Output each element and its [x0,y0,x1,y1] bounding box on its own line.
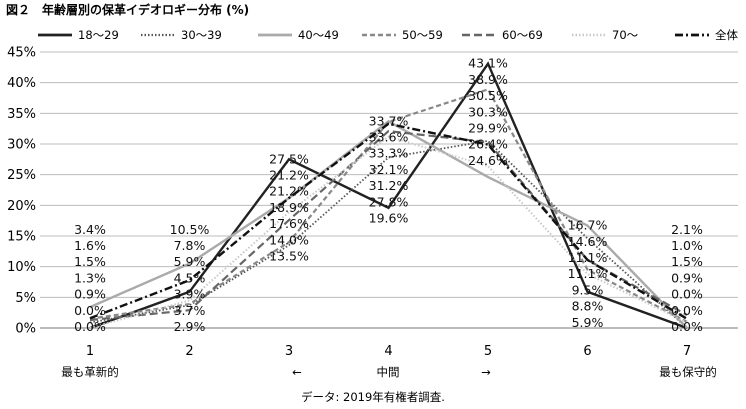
data-label: 0.0% [671,303,703,318]
label-most-conservative: 最も保守的 [659,365,717,379]
series-line [89,61,688,330]
data-label: 3.4% [74,222,106,237]
data-label: 0.0% [74,319,106,334]
x-tick-label: 2 [185,344,193,359]
y-tick-label: 30% [7,138,36,153]
left-arrow-label: ← [292,365,302,379]
legend-entry: 50〜59 [402,28,443,42]
data-labels: 3.4%1.6%1.5%1.3%0.9%0.0%0.0%10.5%7.8%5.9… [74,56,703,334]
data-label: 9.5% [572,282,604,297]
data-label: 29.9% [468,120,508,135]
data-label: 0.0% [74,303,106,318]
data-label: 33.3% [369,146,409,161]
y-tick-label: 35% [7,107,36,122]
data-label: 7.8% [174,238,206,253]
data-label: 3.7% [174,303,206,318]
data-label: 0.9% [671,270,703,285]
legend-entry: 30〜39 [181,28,222,42]
data-label: 11.1% [568,266,608,281]
y-tick-label: 25% [7,168,36,183]
data-label: 30.3% [468,104,508,119]
y-tick-label: 15% [7,230,36,245]
data-label: 1.5% [671,254,703,269]
data-label: 26.4% [468,137,508,152]
data-label: 1.3% [74,270,106,285]
series-line [89,88,688,323]
data-label: 43.1% [468,56,508,71]
x-tick-label: 3 [285,344,293,359]
x-tick-label: 7 [683,344,691,359]
legend-entry: 18〜29 [78,28,119,42]
data-label: 27.5% [269,151,309,166]
data-label: 0.0% [671,319,703,334]
data-label: 13.5% [269,249,309,264]
series-line [89,135,688,329]
y-tick-label: 40% [7,76,36,91]
data-label: 33.6% [369,130,409,145]
data-label: 27.8% [369,194,409,209]
data-label: 5.9% [572,315,604,330]
label-most-progressive: 最も革新的 [61,365,119,379]
legend-entry: 40〜49 [298,28,339,42]
legend-entry: 60〜69 [502,28,543,42]
data-label: 24.6% [468,153,508,168]
legend-entry: 全体 [715,28,738,42]
data-label: 14.6% [568,234,608,249]
x-tick-label: 5 [484,344,492,359]
data-label: 1.5% [74,254,106,269]
y-tick-label: 10% [7,260,36,275]
data-label: 31.2% [369,178,409,193]
data-label: 11.1% [568,250,608,265]
series-line [89,119,688,329]
data-label: 38.9% [468,72,508,87]
data-label: 18.9% [269,200,309,215]
x-tick-label: 4 [384,344,392,359]
x-axis-ticks: 1 2 3 4 5 6 7 [86,344,691,359]
data-label: 4.5% [174,270,206,285]
data-label: 17.6% [269,216,309,231]
data-label: 3.9% [174,287,206,302]
legend-entry: 70〜 [612,28,639,42]
series-line [89,122,688,320]
right-arrow-label: → [481,365,491,379]
data-label: 19.6% [369,211,409,226]
data-label: 33.7% [369,113,409,128]
y-tick-label: 45% [7,46,36,61]
chart-legend: 18〜29 30〜39 40〜49 50〜59 60〜69 70〜 全体 [38,28,738,42]
data-label: 2.9% [174,319,206,334]
data-label: 1.6% [74,238,106,253]
data-label: 0.0% [671,287,703,302]
source-note: データ: 2019年有権者調査. [301,390,445,404]
data-label: 32.1% [369,162,409,177]
y-tick-label: 5% [15,291,36,306]
x-tick-label: 6 [583,344,591,359]
data-label: 21.2% [269,168,309,183]
y-tick-label: 0% [15,322,36,337]
data-label: 16.7% [568,218,608,233]
y-axis-ticks: 0% 5% 10% 15% 20% 25% 30% 35% 40% 45% [7,46,36,337]
label-middle: 中間 [377,365,400,379]
data-label: 10.5% [170,222,210,237]
y-tick-label: 20% [7,199,36,214]
data-label: 30.5% [468,88,508,103]
figure-title: 図２ 年齢層別の保革イデオロギー分布 (%) [6,2,249,17]
series-lines [89,61,688,330]
data-label: 2.1% [671,222,703,237]
series-line [89,129,688,322]
data-label: 0.9% [74,287,106,302]
data-label: 8.8% [572,299,604,314]
data-label: 1.0% [671,238,703,253]
x-tick-label: 1 [86,344,94,359]
data-label: 21.2% [269,184,309,199]
data-label: 14.0% [269,232,309,247]
data-label: 5.9% [174,254,206,269]
